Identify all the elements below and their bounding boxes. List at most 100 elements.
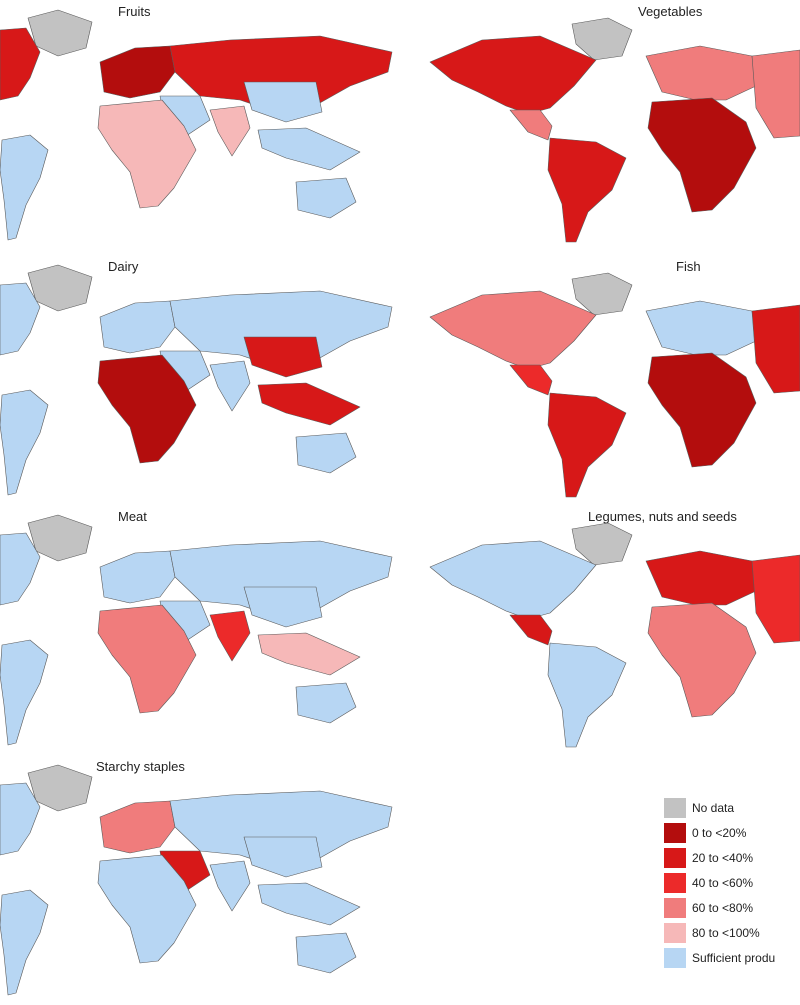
- map-title-legumes-nuts-seeds: Legumes, nuts and seeds: [588, 509, 737, 524]
- map-region-seasia: [257, 882, 361, 926]
- map-panel-starchy-staples: Starchy staples: [0, 755, 400, 1005]
- map-region-africa: [97, 99, 197, 209]
- map-region-africa: [97, 854, 197, 964]
- map-region-southamerica: [0, 134, 49, 241]
- map-region-northamerica: [0, 282, 41, 356]
- legend-swatch: [664, 822, 686, 843]
- legend-swatch: [664, 847, 686, 868]
- map-region-asia: [169, 290, 393, 368]
- map-region-australia: [295, 682, 357, 724]
- map-region-india: [209, 105, 251, 157]
- map-region-northamerica: [429, 540, 597, 620]
- map-region-northamerica: [429, 290, 597, 370]
- map-region-seasia: [257, 382, 361, 426]
- legend-label: 80 to <100%: [692, 925, 760, 940]
- map-region-centralamerica: [509, 109, 553, 141]
- legend-item-60-80: 60 to <80%: [664, 895, 800, 920]
- map-region-europe: [99, 300, 176, 354]
- map-panel-vegetables: Vegetables: [400, 0, 800, 250]
- world-map-legumes-nuts-seeds: [429, 522, 800, 748]
- map-region-centralamerica: [509, 364, 553, 396]
- map-region-seasia: [257, 127, 361, 171]
- map-region-southamerica: [0, 639, 49, 746]
- map-region-india: [209, 860, 251, 912]
- map-region-asia: [169, 540, 393, 618]
- legend-label: Sufficient produ: [692, 950, 776, 965]
- map-region-southamerica: [547, 137, 627, 243]
- map-region-africa: [647, 352, 757, 468]
- legend-item-sufficient: Sufficient produ: [664, 945, 800, 970]
- map-region-china: [243, 836, 323, 878]
- map-region-southamerica: [0, 889, 49, 996]
- map-panel-dairy: Dairy: [0, 255, 400, 505]
- map-region-europe: [99, 550, 176, 604]
- world-map-dairy: [0, 264, 393, 496]
- legend-label: 20 to <40%: [692, 850, 754, 865]
- map-panel-fish: Fish: [400, 255, 800, 505]
- legend-label: 0 to <20%: [692, 825, 747, 840]
- world-map-starchy-staples: [0, 764, 393, 996]
- map-region-europe: [99, 800, 176, 854]
- legend-label: No data: [692, 800, 735, 815]
- map-region-asia: [751, 49, 800, 139]
- map-region-greenland: [571, 522, 633, 566]
- legend-item-40-60: 40 to <60%: [664, 870, 800, 895]
- legend: No data 0 to <20% 20 to <40% 40 to <60% …: [664, 795, 800, 970]
- legend-swatch: [664, 897, 686, 918]
- map-title-fish: Fish: [676, 259, 701, 274]
- map-region-australia: [295, 432, 357, 474]
- map-region-africa: [97, 604, 197, 714]
- legend-label: 60 to <80%: [692, 900, 754, 915]
- world-map-meat: [0, 514, 393, 746]
- map-title-fruits: Fruits: [118, 4, 151, 19]
- world-map-fruits: [0, 9, 393, 241]
- map-region-india: [209, 360, 251, 412]
- map-title-starchy-staples: Starchy staples: [96, 759, 185, 774]
- map-region-asia: [169, 790, 393, 868]
- map-region-seasia: [257, 632, 361, 676]
- map-region-china: [243, 81, 323, 123]
- legend-item-0-20: 0 to <20%: [664, 820, 800, 845]
- map-title-dairy: Dairy: [108, 259, 139, 274]
- legend-item-80-100: 80 to <100%: [664, 920, 800, 945]
- map-region-europe: [645, 550, 757, 606]
- map-region-asia: [751, 304, 800, 394]
- map-region-africa: [647, 602, 757, 718]
- map-region-southamerica: [547, 392, 627, 498]
- map-region-asia: [169, 35, 393, 113]
- map-region-africa: [647, 97, 757, 213]
- map-region-australia: [295, 932, 357, 974]
- map-panel-legumes-nuts-seeds: Legumes, nuts and seeds: [400, 505, 800, 755]
- legend-swatch: [664, 797, 686, 818]
- map-title-meat: Meat: [118, 509, 147, 524]
- map-region-europe: [645, 300, 757, 356]
- world-map-vegetables: [429, 17, 800, 243]
- map-region-europe: [99, 45, 176, 99]
- map-region-southamerica: [0, 389, 49, 496]
- map-region-greenland: [571, 17, 633, 61]
- map-panel-fruits: Fruits: [0, 0, 400, 250]
- map-region-europe: [645, 45, 757, 101]
- map-title-vegetables: Vegetables: [638, 4, 703, 19]
- map-region-northamerica: [429, 35, 597, 115]
- legend-item-20-40: 20 to <40%: [664, 845, 800, 870]
- map-region-northamerica: [0, 532, 41, 606]
- map-region-china: [243, 586, 323, 628]
- map-region-greenland: [571, 272, 633, 316]
- map-region-northamerica: [0, 782, 41, 856]
- legend-swatch: [664, 922, 686, 943]
- legend-swatch: [664, 947, 686, 968]
- map-region-africa: [97, 354, 197, 464]
- map-panel-meat: Meat: [0, 505, 400, 755]
- map-region-india: [209, 610, 251, 662]
- map-region-china: [243, 336, 323, 378]
- map-region-asia: [751, 554, 800, 644]
- legend-swatch: [664, 872, 686, 893]
- map-region-southamerica: [547, 642, 627, 748]
- map-region-centralamerica: [509, 614, 553, 646]
- world-map-fish: [429, 272, 800, 498]
- legend-label: 40 to <60%: [692, 875, 754, 890]
- map-region-northamerica: [0, 27, 41, 101]
- legend-item-no-data: No data: [664, 795, 800, 820]
- map-region-australia: [295, 177, 357, 219]
